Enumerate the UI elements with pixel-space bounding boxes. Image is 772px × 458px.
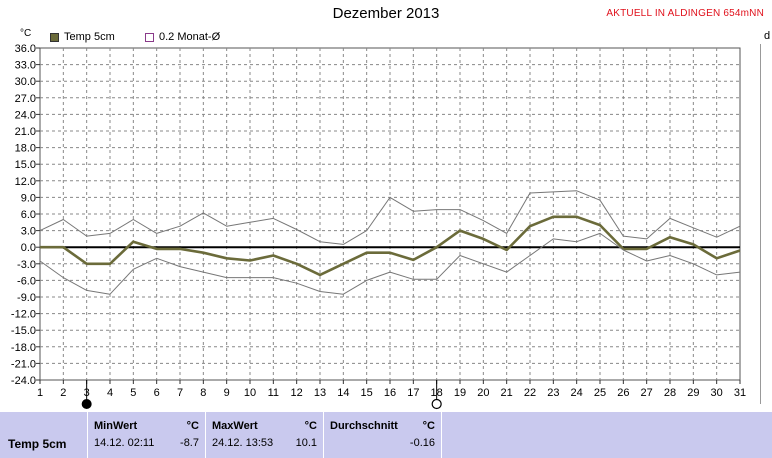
max-value: 10.1 [295,437,317,449]
stats-row-label-cell: Temp 5cm [0,412,88,458]
x-tick-label: 10 [244,387,256,399]
x-tick-label: 26 [617,387,629,399]
x-tick-label: 25 [594,387,606,399]
x-tick-label: 9 [224,387,230,399]
x-tick-label: 6 [154,387,160,399]
y-tick-label: 27.0 [15,93,36,105]
edge-panel-label: d [764,30,771,42]
min-unit: °C [186,420,199,432]
x-tick-label: 27 [641,387,653,399]
x-tick-label: 19 [454,387,466,399]
x-tick-label: 28 [664,387,676,399]
y-tick-label: -21.0 [11,358,36,370]
series-line-upper-band [39,190,741,245]
y-tick-label: -15.0 [11,325,36,337]
x-tick-label: 1 [37,387,43,399]
y-tick-label: 30.0 [15,76,36,88]
legend-label-temp: Temp 5cm [64,31,115,43]
x-tick-label: 16 [384,387,396,399]
legend-item-temp: Temp 5cm [50,31,115,43]
min-value: -8.7 [180,437,199,449]
x-tick-label: 15 [361,387,373,399]
legend-swatch-avg [145,32,154,42]
chart-title: Dezember 2013 [332,5,440,22]
y-tick-label: 0.0 [21,242,36,254]
x-tick-label: 2 [60,387,66,399]
stats-table: Temp 5cm MinWert °C 14.12. 02:11 -8.7 Ma… [0,412,772,458]
x-tick-label: 17 [407,387,419,399]
x-tick-label: 21 [501,387,513,399]
full-moon-icon [431,398,442,410]
y-tick-label: 33.0 [15,60,36,72]
x-tick-label: 14 [337,387,349,399]
legend-item-avg: 0.2 Monat-Ø [145,31,220,43]
y-tick-label: 24.0 [15,109,36,121]
y-tick-label: 12.0 [15,176,36,188]
new-moon-icon [81,399,92,409]
max-unit: °C [304,420,317,432]
stats-avg-cell: Durchschnitt °C -0.16 [324,412,442,458]
series-line-lower-band [39,232,741,295]
min-time: 14.12. 02:11 [94,437,155,449]
y-tick-label: -18.0 [11,342,36,354]
x-tick-label: 11 [268,387,279,399]
x-tick-label: 20 [477,387,489,399]
x-tick-label: 12 [291,387,303,399]
y-tick-label: 15.0 [15,159,36,171]
y-tick-label: 6.0 [21,209,36,221]
x-tick-label: 24 [571,387,583,399]
side-panel [760,44,772,404]
max-header: MaxWert [212,420,258,432]
max-time: 24.12. 13:53 [212,437,274,449]
min-header: MinWert [94,420,138,432]
temperature-chart: 36.0 33.0 30.0 27.0 24.0 21.0 18.0 15.0 12.0 9.0 6… [11,43,746,410]
x-tick-label: 22 [524,387,536,399]
legend-label-avg: 0.2 Monat-Ø [159,31,221,43]
y-unit-label: °C [20,28,32,39]
avg-value: -0.16 [409,437,435,449]
x-tick-label: 13 [314,387,326,399]
x-tick-label: 29 [687,387,699,399]
y-tick-label: 21.0 [15,126,36,138]
x-tick-label: 30 [711,387,723,399]
x-tick-label: 4 [107,387,113,399]
y-tick-label: -24.0 [11,375,36,387]
legend-swatch-temp [50,32,59,42]
x-tick-label: 31 [734,387,746,399]
y-tick-label: 9.0 [21,192,36,204]
y-tick-label: 18.0 [15,143,36,155]
avg-unit: °C [422,420,435,432]
y-tick-label: -12.0 [11,309,36,321]
x-tick-label: 8 [200,387,206,399]
y-tick-label: 36.0 [15,43,36,55]
x-tick-label: 7 [177,387,183,399]
x-tick-label: 23 [547,387,559,399]
avg-header: Durchschnitt [330,420,398,432]
y-tick-label: -6.0 [17,275,36,287]
stats-max-cell: MaxWert °C 24.12. 13:53 10.1 [206,412,324,458]
stats-row-label: Temp 5cm [8,437,67,451]
y-tick-label: -9.0 [17,292,36,304]
y-tick-label: 3.0 [21,226,36,238]
series-line-temp [40,215,741,277]
y-tick-label: -3.0 [17,259,36,271]
x-tick-label: 5 [130,387,136,399]
stats-min-cell: MinWert °C 14.12. 02:11 -8.7 [88,412,206,458]
location-banner: AKTUELL IN ALDINGEN 654mNN [606,8,764,19]
